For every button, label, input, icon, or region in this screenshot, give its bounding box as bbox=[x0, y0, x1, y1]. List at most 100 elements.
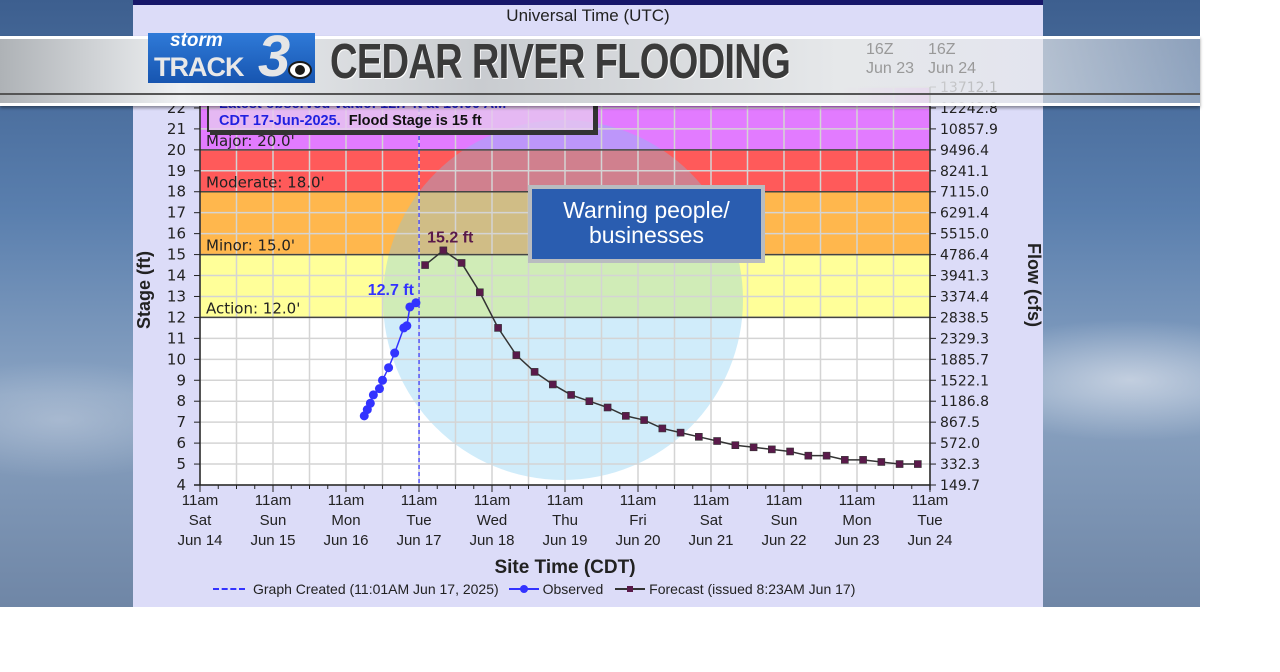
y2-axis-label: Flow (cfs) bbox=[1024, 243, 1044, 327]
y-tick-label: 5 bbox=[176, 455, 186, 473]
x-tick-label: Jun 19 bbox=[542, 532, 587, 549]
forecast-point bbox=[567, 391, 575, 399]
forecast-point bbox=[603, 403, 612, 412]
x-tick-label: Jun 21 bbox=[688, 532, 733, 549]
utc-tick-jun23: 16Z Jun 23 bbox=[866, 41, 915, 77]
y-tick-label: 19 bbox=[167, 162, 186, 180]
legend-forecast-swatch bbox=[615, 586, 646, 593]
forecast-point bbox=[622, 412, 630, 420]
observed-point bbox=[384, 363, 394, 373]
forecast-point bbox=[439, 246, 448, 255]
legend-observed-swatch bbox=[508, 585, 539, 594]
storm-track-3-logo: storm TRACK 3 bbox=[148, 33, 315, 83]
callout-line-1: Warning people/ bbox=[563, 197, 730, 223]
y2-tick-label: 2329.3 bbox=[940, 331, 989, 347]
x-tick-label: Mon bbox=[842, 512, 871, 529]
x-tick-label: 11am bbox=[912, 492, 948, 509]
legend-graph-created: Graph Created (11:01AM Jun 17, 2025) bbox=[253, 581, 499, 598]
y2-tick-label: 8241.1 bbox=[940, 164, 989, 180]
forecast-point bbox=[877, 458, 886, 466]
y-tick-label: 18 bbox=[167, 183, 186, 201]
observed-point bbox=[411, 298, 421, 308]
x-tick-label: 11am bbox=[328, 492, 364, 509]
x-tick-label: Jun 18 bbox=[469, 532, 514, 549]
x-tick-label: Jun 14 bbox=[177, 532, 222, 549]
forecast-point bbox=[914, 460, 922, 468]
y2-tick-label: 7115.0 bbox=[940, 185, 989, 201]
forecast-point bbox=[713, 437, 721, 445]
forecast-point bbox=[768, 445, 776, 454]
flood-category-label: Moderate: 18.0' bbox=[206, 174, 325, 192]
x-tick-label: Thu bbox=[552, 512, 578, 529]
flood-category-label: Major: 20.0' bbox=[206, 132, 295, 150]
y2-tick-label: 9496.4 bbox=[940, 143, 989, 159]
forecast-point bbox=[585, 397, 594, 406]
cbs-eye-icon bbox=[288, 61, 312, 79]
forecast-point bbox=[476, 288, 484, 297]
y2-tick-label: 1885.7 bbox=[940, 352, 989, 368]
panel-top-bar bbox=[133, 0, 1043, 5]
utc-axis-title: Universal Time (UTC) bbox=[506, 6, 670, 25]
forecast-crest-label: 15.2 ft bbox=[427, 229, 474, 246]
y-tick-label: 13 bbox=[167, 287, 186, 305]
x-tick-label: 11am bbox=[182, 492, 218, 509]
forecast-point bbox=[640, 416, 648, 424]
callout-line-2: businesses bbox=[588, 222, 705, 248]
y2-tick-label: 10857.9 bbox=[940, 122, 998, 138]
observed-point bbox=[390, 348, 400, 358]
x-tick-label: Sat bbox=[189, 512, 212, 529]
observed-point bbox=[365, 398, 375, 408]
y-tick-label: 6 bbox=[176, 434, 186, 452]
x-tick-label: 11am bbox=[693, 492, 729, 509]
y2-tick-label: 4786.4 bbox=[940, 248, 989, 264]
forecast-point bbox=[457, 259, 466, 267]
x-tick-label: 11am bbox=[766, 492, 802, 509]
y-tick-label: 21 bbox=[167, 120, 186, 138]
x-tick-label: Tue bbox=[406, 512, 431, 529]
y2-tick-label: 149.7 bbox=[940, 478, 980, 494]
y-tick-label: 11 bbox=[167, 329, 186, 347]
legend-graph-created-swatch bbox=[213, 588, 245, 591]
chart-legend: Graph Created (11:01AM Jun 17, 2025) Obs… bbox=[213, 580, 855, 597]
flood-category-label: Action: 12.0' bbox=[206, 299, 300, 317]
y2-tick-label: 1522.1 bbox=[940, 373, 989, 389]
y2-tick-label: 3374.4 bbox=[940, 289, 989, 305]
forecast-point bbox=[841, 456, 849, 464]
x-tick-label: Jun 16 bbox=[323, 532, 368, 549]
observed-point bbox=[368, 390, 378, 400]
flood-category-label: Minor: 15.0' bbox=[206, 237, 295, 255]
forecast-point bbox=[859, 456, 867, 464]
utc-tick-jun24: 16Z Jun 24 bbox=[928, 41, 977, 77]
forecast-point bbox=[822, 451, 831, 460]
y-tick-label: 8 bbox=[176, 392, 186, 410]
y2-tick-label: 1186.8 bbox=[940, 394, 989, 410]
forecast-point bbox=[786, 447, 794, 456]
x-tick-label: 11am bbox=[620, 492, 656, 509]
legend-forecast: Forecast (issued 8:23AM Jun 17) bbox=[649, 581, 856, 598]
y2-tick-label: 3941.3 bbox=[940, 269, 989, 285]
observed-point bbox=[402, 321, 412, 331]
banner-title: CEDAR RIVER FLOODING bbox=[330, 35, 791, 89]
x-tick-label: Sat bbox=[700, 512, 723, 529]
forecast-point bbox=[494, 324, 502, 332]
forecast-point bbox=[530, 368, 539, 376]
noaa-watermark bbox=[383, 120, 743, 480]
info-line-2-date: CDT 17-Jun-2025. bbox=[219, 113, 341, 129]
y-axis-label: Stage (ft) bbox=[134, 251, 154, 329]
series-line-forecast bbox=[424, 249, 918, 465]
y2-tick-label: 5515.0 bbox=[940, 227, 989, 243]
x-tick-label: 11am bbox=[401, 492, 437, 509]
y2-tick-label: 572.0 bbox=[940, 436, 980, 452]
y-tick-label: 20 bbox=[167, 141, 186, 159]
x-tick-label: Jun 15 bbox=[250, 532, 295, 549]
y2-tick-label: 332.3 bbox=[940, 457, 980, 473]
y-tick-label: 4 bbox=[176, 476, 186, 494]
x-tick-label: Jun 20 bbox=[615, 532, 660, 549]
warning-callout: Warning people/ businesses bbox=[528, 185, 765, 263]
y-tick-label: 7 bbox=[176, 413, 186, 431]
y-tick-label: 14 bbox=[167, 267, 186, 285]
y-tick-label: 17 bbox=[167, 204, 186, 222]
observed-point bbox=[374, 384, 384, 394]
forecast-point bbox=[749, 443, 758, 452]
observed-value-label: 12.7 ft bbox=[368, 282, 415, 299]
